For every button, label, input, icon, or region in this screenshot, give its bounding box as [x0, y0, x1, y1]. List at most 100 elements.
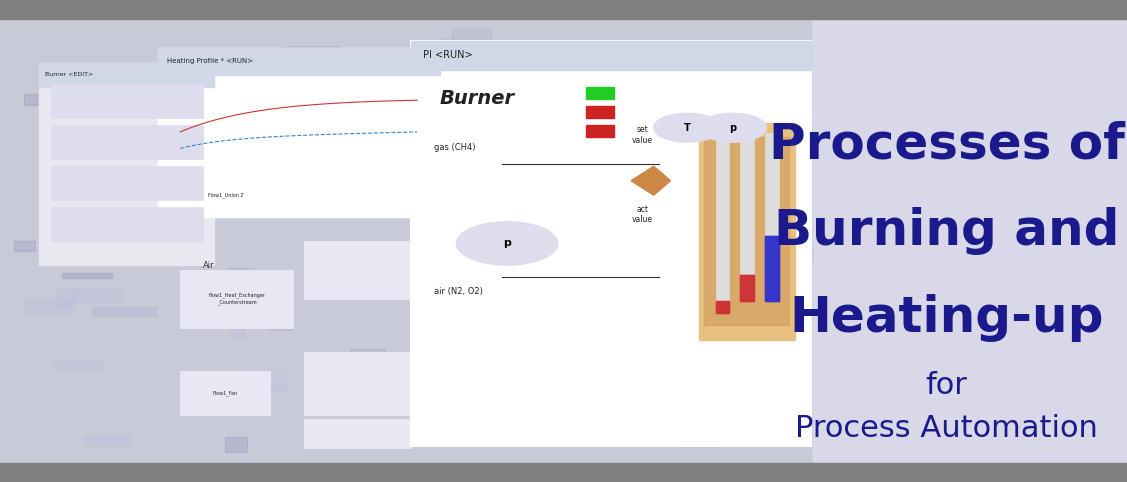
Bar	[586, 87, 614, 99]
Bar	[0, 463, 1127, 482]
Bar	[530, 289, 594, 296]
Text: Air: Air	[203, 261, 214, 269]
Text: T: T	[684, 123, 691, 133]
Bar	[243, 368, 285, 387]
Bar	[740, 133, 754, 301]
Bar	[680, 125, 727, 131]
Bar	[673, 132, 722, 147]
Bar	[384, 108, 433, 123]
Text: Burner <EDIT>: Burner <EDIT>	[45, 72, 94, 77]
Bar	[438, 38, 454, 47]
Text: Process Automation: Process Automation	[796, 415, 1098, 443]
Bar	[228, 268, 252, 282]
Bar	[51, 84, 203, 118]
Bar	[225, 437, 248, 452]
Bar	[92, 307, 157, 316]
Bar	[51, 207, 203, 241]
Text: Heating Profile * <RUN>: Heating Profile * <RUN>	[167, 58, 252, 64]
Bar	[755, 341, 805, 356]
Bar	[0, 19, 811, 463]
Text: p: p	[504, 239, 511, 248]
Bar	[180, 270, 293, 328]
Bar	[123, 214, 174, 228]
Bar	[231, 325, 243, 338]
Bar	[310, 422, 335, 431]
Bar	[192, 213, 243, 228]
Text: for: for	[925, 371, 968, 400]
Bar	[160, 223, 211, 231]
Bar	[740, 275, 754, 301]
Bar	[744, 101, 766, 109]
Bar	[29, 321, 71, 331]
Bar	[180, 174, 270, 217]
Bar	[504, 210, 521, 220]
Bar	[716, 301, 729, 313]
Bar	[224, 288, 260, 304]
Bar	[640, 318, 662, 323]
Bar	[51, 125, 203, 159]
Bar	[270, 318, 291, 330]
Bar	[166, 191, 181, 197]
Bar	[396, 167, 432, 182]
Bar	[573, 213, 618, 231]
Text: set
value: set value	[632, 125, 653, 145]
Bar	[438, 117, 452, 135]
Bar	[62, 273, 112, 278]
Text: Heating-up: Heating-up	[789, 294, 1104, 342]
Text: gas (CH4): gas (CH4)	[434, 143, 476, 151]
Bar	[73, 288, 122, 302]
Bar	[108, 102, 124, 121]
Bar	[676, 364, 703, 379]
Bar	[680, 435, 724, 446]
Bar	[39, 63, 214, 87]
Bar	[222, 374, 286, 390]
Bar	[287, 46, 339, 59]
Bar	[56, 290, 74, 308]
Bar	[304, 241, 411, 299]
Text: Flow1_Fan: Flow1_Fan	[213, 390, 238, 396]
Bar	[0, 19, 811, 463]
Text: act
value: act value	[632, 205, 653, 224]
Text: Burner: Burner	[440, 89, 515, 108]
Bar	[536, 381, 554, 400]
Bar	[180, 371, 270, 415]
Text: Flow1_Heat_Exchanger
_Counterstream: Flow1_Heat_Exchanger _Counterstream	[208, 293, 265, 305]
Bar	[39, 63, 214, 265]
Bar	[765, 236, 779, 301]
Bar	[158, 48, 440, 217]
Bar	[765, 236, 779, 301]
Bar	[107, 197, 149, 204]
Bar	[304, 159, 411, 217]
Bar	[24, 94, 61, 105]
Circle shape	[699, 113, 766, 142]
Bar	[426, 229, 451, 236]
Bar	[615, 250, 682, 261]
Bar	[699, 123, 795, 340]
Text: Burning and: Burning and	[774, 207, 1119, 255]
Bar	[349, 348, 384, 366]
Bar	[686, 316, 704, 324]
Bar	[740, 275, 754, 301]
Bar	[704, 137, 789, 325]
Bar	[185, 155, 230, 172]
Bar	[385, 208, 424, 216]
Bar	[727, 44, 784, 53]
Bar	[0, 0, 1127, 19]
Bar	[180, 335, 194, 350]
Bar	[169, 150, 225, 160]
Text: PI <RUN>: PI <RUN>	[423, 51, 472, 60]
Bar	[357, 217, 384, 230]
Bar	[610, 338, 646, 344]
Bar	[158, 48, 440, 75]
Bar	[304, 352, 411, 415]
Bar	[452, 29, 490, 47]
Bar	[411, 41, 811, 70]
Bar	[765, 133, 779, 301]
Bar	[198, 168, 228, 180]
Bar	[51, 166, 203, 200]
Text: Processes of: Processes of	[769, 120, 1125, 169]
Bar	[586, 125, 614, 137]
Bar	[14, 241, 35, 251]
Text: p: p	[729, 123, 736, 133]
Polygon shape	[631, 166, 671, 195]
